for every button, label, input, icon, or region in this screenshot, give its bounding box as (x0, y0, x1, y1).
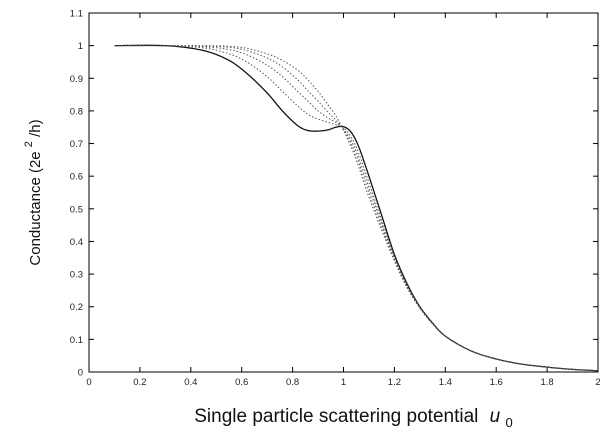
x-axis-label-sub: 0 (506, 415, 513, 430)
y-tick-label: 0.1 (70, 335, 83, 346)
y-tick-label: 0.9 (70, 74, 83, 85)
series-layer (114, 44, 599, 372)
series-line-4 (114, 45, 599, 372)
y-tick-label: 1 (78, 41, 83, 52)
x-axis-label-var: u (490, 406, 501, 427)
y-tick-label: 0.5 (70, 204, 83, 215)
y-tick-label: 1.1 (70, 9, 83, 20)
x-axis: 0 0.2 0.4 0.6 0.8 1 1.2 1.4 1.6 1.8 2 (86, 13, 600, 388)
x-tick-label: 1.4 (439, 377, 452, 388)
y-axis: 0 0.1 0.2 0.3 0.4 0.5 0.6 0.7 0.8 0.9 1 1.1 (70, 9, 598, 379)
y-tick-label: 0.2 (70, 302, 83, 313)
x-tick-label: 1 (341, 377, 346, 388)
series-line-5 (114, 45, 599, 372)
series-line-1 (114, 44, 599, 372)
y-tick-label: 0.4 (70, 237, 83, 248)
y-tick-label: 0.7 (70, 139, 83, 150)
y-tick-label: 0.8 (70, 106, 83, 117)
x-tick-label: 1.2 (388, 377, 401, 388)
y-tick-label: 0.6 (70, 172, 83, 183)
y-tick-label: 0.3 (70, 270, 83, 281)
series-line-2 (114, 44, 599, 372)
x-tick-label: 2 (595, 377, 600, 388)
x-tick-label: 0.4 (184, 377, 197, 388)
x-tick-label: 1.8 (540, 377, 553, 388)
y-axis-label-main: Conductance (2e (27, 151, 44, 265)
series-line-3 (114, 45, 599, 372)
y-axis-label-sup: 2 (23, 141, 35, 147)
plot-area (88, 12, 599, 373)
x-tick-label: 0.2 (133, 377, 146, 388)
y-tick-label: 0 (78, 368, 83, 379)
x-axis-label-text: Single particle scattering potential (194, 406, 478, 427)
x-tick-label: 0 (86, 377, 91, 388)
x-axis-label: Single particle scattering potential u 0 (194, 406, 512, 430)
y-axis-label-end: /h) (27, 119, 44, 137)
x-tick-label: 0.8 (286, 377, 299, 388)
x-tick-label: 1.6 (490, 377, 503, 388)
y-axis-label: Conductance (2e 2 /h) (19, 119, 44, 265)
x-tick-label: 0.6 (235, 377, 248, 388)
